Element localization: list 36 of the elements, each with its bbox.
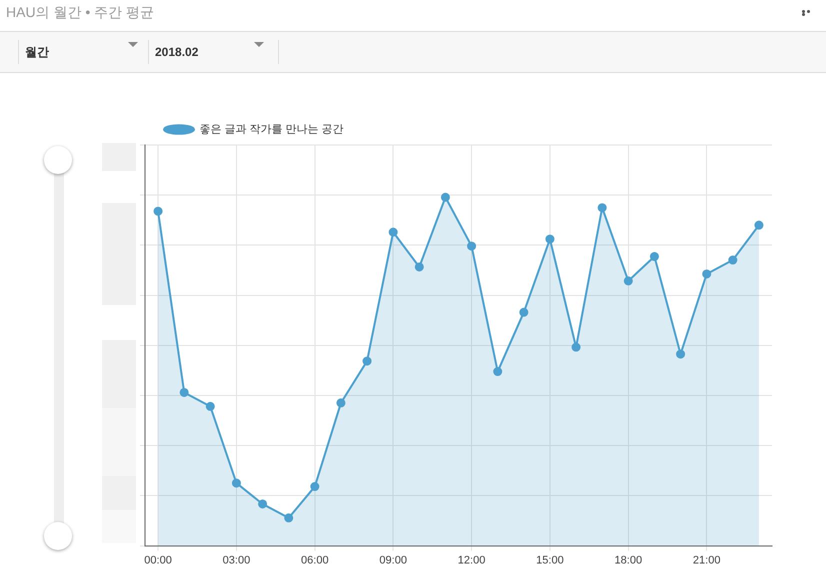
point	[206, 402, 215, 411]
point	[284, 513, 294, 522]
point	[598, 203, 607, 212]
point	[362, 356, 372, 366]
point	[519, 308, 528, 317]
legend-label: 좋은 글과 작가를 만나는 공간	[200, 124, 344, 136]
text: 월간	[18, 40, 147, 64]
x-tick-label: 18:00	[614, 554, 642, 566]
point	[545, 234, 554, 244]
text: 2018.02	[148, 40, 279, 64]
point	[624, 276, 633, 286]
x-tick-label: 03:00	[222, 554, 250, 566]
point	[728, 256, 738, 265]
point	[388, 228, 398, 237]
x-tick-label: 12:00	[458, 554, 486, 566]
point	[493, 367, 502, 376]
point	[440, 192, 450, 202]
point	[414, 262, 424, 272]
point	[572, 342, 581, 352]
point	[754, 220, 764, 230]
x-tick-label: 00:00	[144, 554, 172, 566]
x-tick-label: 06:00	[301, 554, 329, 566]
chart-title: HAU의 월간 • 주간 평균	[6, 4, 154, 22]
point	[258, 499, 268, 508]
point	[232, 478, 241, 488]
x-tick-label: 21:00	[692, 554, 720, 566]
point	[310, 482, 320, 492]
point	[676, 350, 686, 359]
x-tick-label: 09:00	[379, 554, 407, 566]
point	[154, 206, 163, 216]
point	[650, 252, 659, 262]
point	[467, 242, 476, 251]
point	[180, 388, 189, 397]
point	[336, 398, 346, 408]
x-tick-label: 15:00	[536, 554, 564, 566]
point	[702, 269, 712, 278]
